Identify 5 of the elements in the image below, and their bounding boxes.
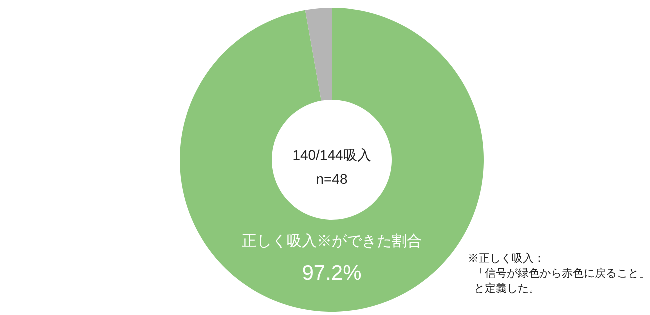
annotation: ※正しく吸入： <box>468 253 545 265</box>
annotation: n=48 <box>316 171 348 187</box>
annotation: 140/144吸入 <box>292 147 372 163</box>
annotation: 「信号が緑色から赤色に戻ること」 <box>474 268 650 280</box>
annotation: と定義した。 <box>474 283 540 295</box>
